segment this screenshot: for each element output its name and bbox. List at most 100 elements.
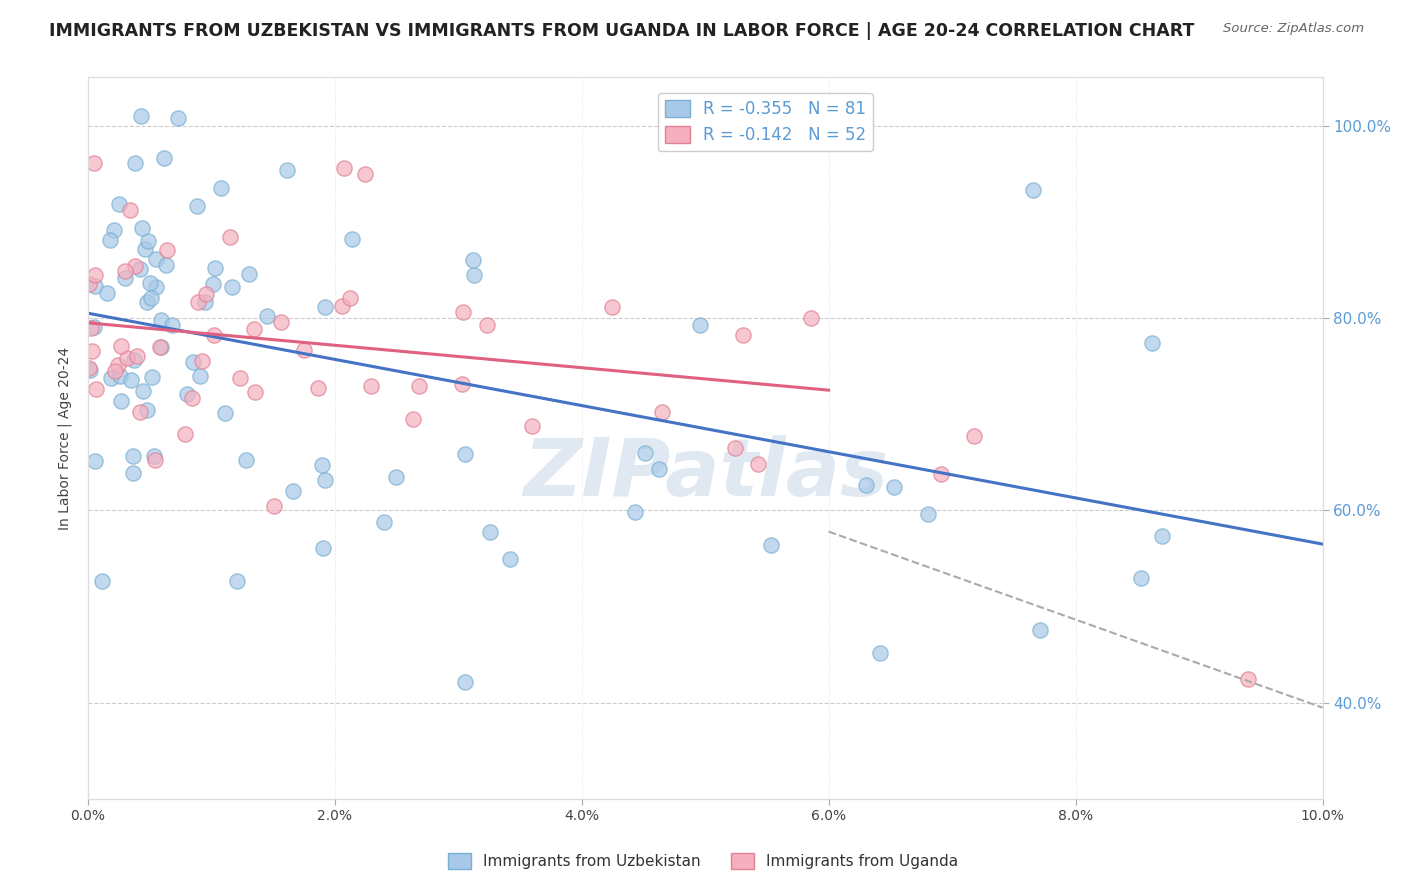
Point xyxy=(124,259,146,273)
Point xyxy=(176,387,198,401)
Point xyxy=(520,418,543,433)
Point xyxy=(129,262,152,277)
Point xyxy=(153,151,176,165)
Point xyxy=(186,199,208,213)
Point xyxy=(229,371,252,385)
Point xyxy=(80,321,103,335)
Point xyxy=(499,552,522,566)
Point xyxy=(281,484,304,499)
Point xyxy=(183,355,205,369)
Point xyxy=(90,574,112,588)
Point xyxy=(145,252,167,266)
Text: ZIPatlas: ZIPatlas xyxy=(523,435,887,513)
Point xyxy=(167,111,190,125)
Text: Source: ZipAtlas.com: Source: ZipAtlas.com xyxy=(1223,22,1364,36)
Point xyxy=(330,299,353,313)
Point xyxy=(800,311,823,326)
Point xyxy=(463,252,485,267)
Point xyxy=(131,384,153,399)
Point xyxy=(143,453,166,467)
Point xyxy=(120,373,142,387)
Point xyxy=(385,470,408,484)
Legend: R = -0.355   N = 81, R = -0.142   N = 52: R = -0.355 N = 81, R = -0.142 N = 52 xyxy=(658,93,873,151)
Point xyxy=(463,268,485,283)
Point xyxy=(194,295,217,310)
Point xyxy=(312,541,335,556)
Point xyxy=(86,382,108,396)
Point xyxy=(107,196,129,211)
Point xyxy=(181,392,204,406)
Point xyxy=(83,320,105,334)
Point xyxy=(454,447,477,461)
Point xyxy=(226,574,249,588)
Point xyxy=(221,280,243,294)
Point xyxy=(124,156,146,170)
Point xyxy=(80,344,103,359)
Point xyxy=(451,377,474,392)
Point xyxy=(98,234,121,248)
Point xyxy=(238,267,260,281)
Point xyxy=(408,379,430,393)
Point xyxy=(139,292,162,306)
Point xyxy=(136,294,159,309)
Point xyxy=(477,318,499,332)
Point xyxy=(149,313,172,327)
Point xyxy=(453,674,475,689)
Point xyxy=(1152,529,1174,543)
Point xyxy=(129,109,152,123)
Point xyxy=(122,353,145,368)
Point xyxy=(333,161,356,176)
Point xyxy=(219,230,242,244)
Point xyxy=(1029,623,1052,637)
Point xyxy=(115,351,138,366)
Point xyxy=(624,505,647,519)
Point xyxy=(1237,672,1260,686)
Point xyxy=(190,353,212,368)
Point xyxy=(141,369,163,384)
Point xyxy=(311,458,333,473)
Point xyxy=(107,358,129,372)
Point xyxy=(747,457,769,471)
Point xyxy=(84,279,107,293)
Point xyxy=(917,507,939,521)
Point xyxy=(270,314,292,328)
Point xyxy=(855,477,877,491)
Point xyxy=(108,369,131,384)
Point xyxy=(1130,571,1153,585)
Point xyxy=(600,301,623,315)
Point xyxy=(478,524,501,539)
Point xyxy=(648,461,671,475)
Point xyxy=(235,453,257,467)
Point xyxy=(138,234,160,248)
Point xyxy=(202,327,225,342)
Point xyxy=(79,363,101,377)
Point xyxy=(651,405,673,419)
Legend: Immigrants from Uzbekistan, Immigrants from Uganda: Immigrants from Uzbekistan, Immigrants f… xyxy=(441,847,965,875)
Point xyxy=(214,406,236,420)
Point xyxy=(104,364,127,378)
Point xyxy=(84,454,107,468)
Point xyxy=(340,232,363,246)
Point xyxy=(110,394,132,409)
Point xyxy=(84,268,107,282)
Point xyxy=(314,300,336,314)
Point xyxy=(263,500,285,514)
Point xyxy=(731,327,754,342)
Point xyxy=(120,202,142,217)
Point xyxy=(931,467,953,482)
Point xyxy=(125,349,148,363)
Point xyxy=(634,446,657,460)
Point xyxy=(187,294,209,309)
Point xyxy=(103,223,125,237)
Point xyxy=(131,220,153,235)
Point xyxy=(339,291,361,305)
Point xyxy=(451,305,474,319)
Point xyxy=(195,287,218,301)
Point xyxy=(174,427,197,442)
Point xyxy=(121,449,143,463)
Point xyxy=(77,361,100,376)
Point xyxy=(204,260,226,275)
Y-axis label: In Labor Force | Age 20-24: In Labor Force | Age 20-24 xyxy=(58,347,72,530)
Point xyxy=(963,429,986,443)
Point xyxy=(883,480,905,494)
